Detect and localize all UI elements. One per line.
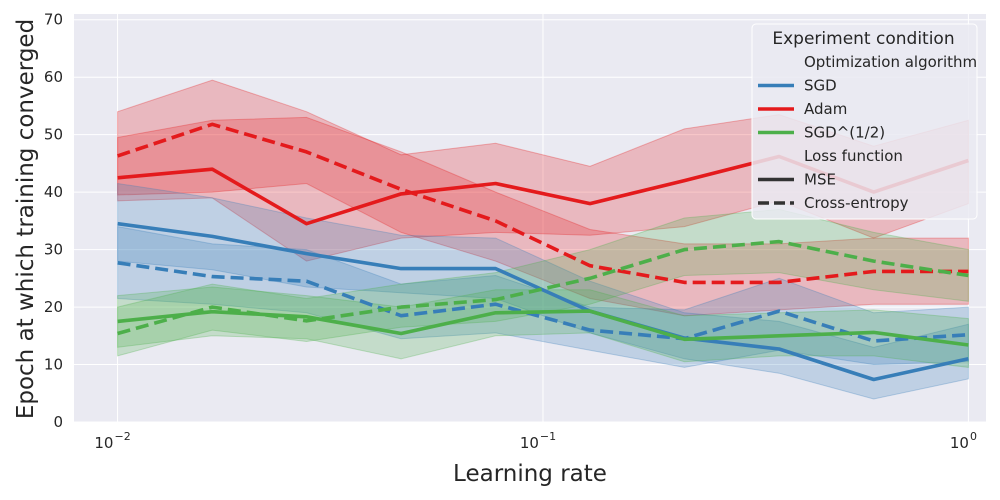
series-lines [117,122,969,382]
x-tick-label: 10−1 [520,430,556,452]
y-tick-labels: 0 10 20 30 40 50 60 70 [44,11,63,431]
x-tick-label: 10−2 [94,430,130,452]
line-sgd-1-2-cross-entropy [117,239,969,336]
legend-section-header: Optimization algorithm [804,53,977,71]
y-tick-label: 40 [44,183,63,201]
y-tick-label: 0 [53,413,63,431]
line-sgd-cross-entropy [117,261,969,343]
legend-entry-label: SGD^(1/2) [804,124,885,142]
y-tick-label: 10 [44,356,63,374]
y-tick-label: 70 [44,11,63,29]
line-sgd-mse [117,221,969,382]
y-tick-label: 20 [44,298,63,316]
legend-entry-label: MSE [804,171,836,189]
legend-title: Experiment condition [772,29,954,49]
legend: Experiment condition Optimization algorit… [751,23,978,220]
x-tick-labels: 10−2 10−1 100 [94,430,977,452]
legend-box [751,23,978,220]
x-tick-label: 100 [950,430,977,452]
legend-section-header: Loss function [804,147,903,165]
y-tick-label: 30 [44,241,63,259]
y-axis-label: Epoch at which training converged [13,19,39,419]
line-adam-cross-entropy [117,122,969,285]
legend-entry-label: Cross-entropy [804,194,909,212]
y-tick-label: 50 [44,126,63,144]
x-axis-label: Learning rate [453,461,607,487]
legend-entry-label: Adam [804,100,847,118]
y-tick-label: 60 [44,68,63,86]
band-adam-cross-entropy [117,116,969,317]
legend-entry-label: SGD [804,77,837,95]
